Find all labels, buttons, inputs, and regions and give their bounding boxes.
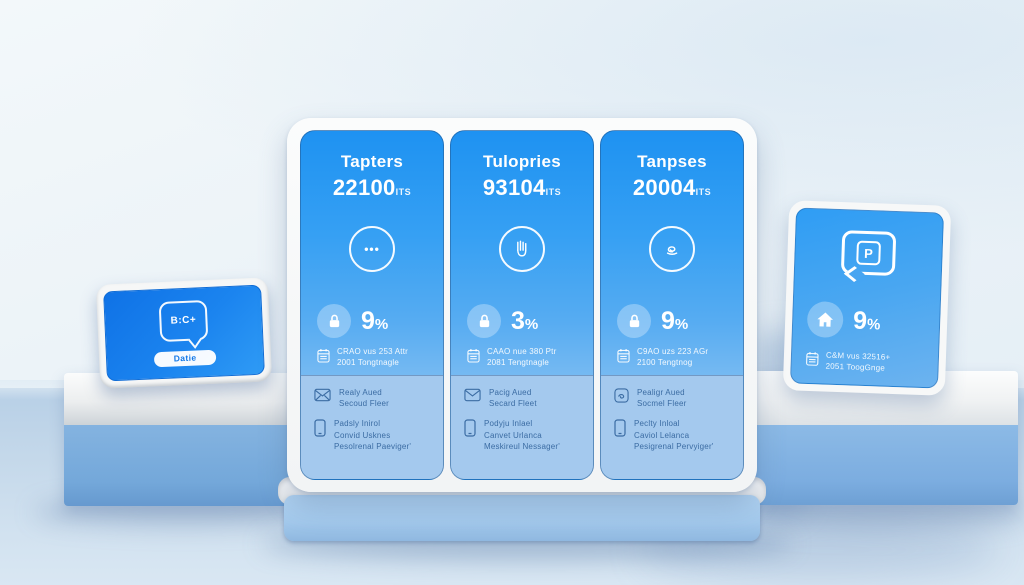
left-tablet-device: B:C+ Datie [95, 277, 273, 389]
ellipsis-icon: ••• [349, 226, 395, 272]
right-percent-row: 9% [806, 300, 940, 342]
bubble-text: B:C+ [170, 314, 197, 327]
right-card[interactable]: P 9% C&M vus 32516+ 2051 ToogGnge [782, 200, 952, 396]
calendar-icon [467, 349, 480, 363]
feature-text: Pacig Aued Secard Fleet [489, 388, 537, 409]
card-top: Tanpses 20004ITS 9% C9AO uzs 223 AGr 210… [601, 131, 743, 375]
card-title: Tulopries [483, 152, 561, 171]
phone-icon [314, 419, 326, 437]
note-text: CAAO nue 380 Ptr 2081 Tengtnagle [487, 347, 557, 367]
feature-row: Padsly Inirol Convid Usknes Pesolrenal P… [314, 418, 433, 452]
pedestal-base [284, 495, 760, 541]
speech-bubble-icon: B:C+ [158, 299, 209, 342]
percent-row: 3% [467, 304, 593, 338]
percent-value: 9% [661, 306, 689, 335]
card-feature-section: Realy Aued Secoud Fleer Padsly Inirol Co… [301, 375, 443, 479]
p-letter: P [863, 245, 874, 261]
calendar-icon [317, 349, 330, 363]
note-text: C9AO uzs 223 AGr 2100 Tengtnog [637, 347, 709, 367]
feature-text: Padsly Inirol Convid Usknes Pesolrenal P… [334, 419, 412, 451]
right-percent-value: 9% [852, 306, 881, 335]
envelope-icon [314, 388, 331, 402]
calendar-icon [617, 349, 630, 363]
card-value: 93104ITS [482, 175, 562, 200]
speech-bubble-p-icon: P [840, 230, 897, 276]
card-tanpses[interactable]: Tanpses 20004ITS 9% C9AO uzs 223 AGr 210… [600, 130, 744, 480]
right-note-text: C&M vus 32516+ 2051 ToogGnge [825, 350, 891, 373]
feature-row: Realy Aued Secoud Fleer [314, 387, 433, 409]
percent-row: 9% [617, 304, 743, 338]
feature-row: Pealigr Aued Socmel Fleer [614, 387, 733, 409]
feature-text: Peclty Inloal Caviol Lelanca Pesigrenal … [634, 419, 714, 451]
note-row: CRAO vus 253 Attr 2001 Tongtnagle [317, 347, 443, 369]
envelope-icon [464, 388, 481, 402]
left-platform-body [64, 425, 310, 506]
lock-icon [317, 304, 351, 338]
right-platform-body [752, 425, 1018, 505]
feature-text: Realy Aued Secoud Fleer [339, 388, 389, 409]
card-value: 22100ITS [332, 175, 412, 200]
home-icon [806, 300, 844, 339]
feature-text: Pealigr Aued Socmel Fleer [637, 388, 687, 409]
card-top: Tapters 22100ITS ••• 9% CRAO vus 253 Att… [301, 131, 443, 375]
note-text: CRAO vus 253 Attr 2001 Tongtnagle [337, 347, 408, 367]
card-tulopries[interactable]: Tulopries 93104ITS 3% CAAO nue 380 Ptr 2… [450, 130, 594, 480]
lock-icon [467, 304, 501, 338]
card-feature-section: Pacig Aued Secard Fleet Podyju Inlael Ca… [451, 375, 593, 479]
feature-row: Pacig Aued Secard Fleet [464, 387, 583, 409]
p-badge: P [856, 240, 881, 266]
percent-value: 3% [511, 306, 539, 335]
note-row: CAAO nue 380 Ptr 2081 Tengtnagle [467, 347, 593, 369]
left-platform [64, 373, 310, 506]
camera-icon [614, 388, 629, 403]
hand-down-icon [499, 226, 545, 272]
card-top: Tulopries 93104ITS 3% CAAO nue 380 Ptr 2… [451, 131, 593, 375]
right-card-screen: P 9% C&M vus 32516+ 2051 ToogGnge [789, 207, 945, 389]
card-tapters[interactable]: Tapters 22100ITS ••• 9% CRAO vus 253 Att… [300, 130, 444, 480]
main-panel: Tapters 22100ITS ••• 9% CRAO vus 253 Att… [287, 118, 757, 492]
tablet-button-label: Datie [173, 352, 197, 364]
tablet-screen: B:C+ Datie [103, 284, 265, 382]
right-note-row: C&M vus 32516+ 2051 ToogGnge [805, 350, 938, 376]
note-row: C9AO uzs 223 AGr 2100 Tengtnog [617, 347, 743, 369]
tablet-button[interactable]: Datie [153, 349, 217, 367]
swirl-icon [649, 226, 695, 272]
feature-text: Podyju Inlael Canvet Urlanca Meskireul N… [484, 419, 561, 451]
calendar-icon [806, 352, 819, 366]
percent-row: 9% [317, 304, 443, 338]
phone-icon [614, 419, 626, 437]
phone-icon [464, 419, 476, 437]
feature-row: Peclty Inloal Caviol Lelanca Pesigrenal … [614, 418, 733, 452]
feature-row: Podyju Inlael Canvet Urlanca Meskireul N… [464, 418, 583, 452]
lock-icon [617, 304, 651, 338]
percent-value: 9% [361, 306, 389, 335]
card-title: Tanpses [637, 152, 707, 171]
card-value: 20004ITS [632, 175, 712, 200]
card-title: Tapters [340, 152, 404, 171]
card-feature-section: Pealigr Aued Socmel Fleer Peclty Inloal … [601, 375, 743, 479]
